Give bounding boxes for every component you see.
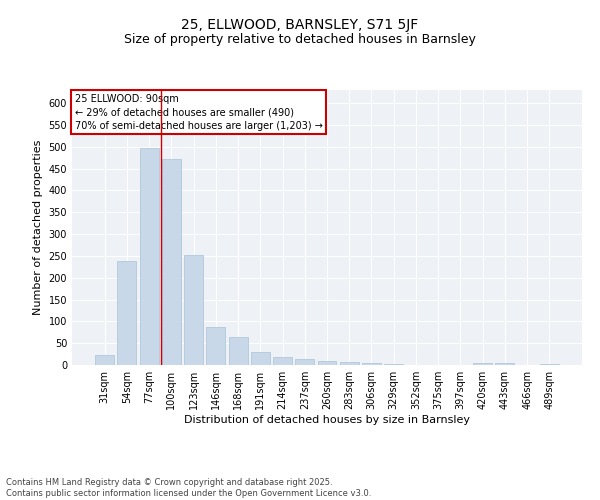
Bar <box>95 356 114 365</box>
Bar <box>362 363 381 365</box>
Bar <box>384 364 403 365</box>
Bar <box>229 336 248 365</box>
Text: 25, ELLWOOD, BARNSLEY, S71 5JF: 25, ELLWOOD, BARNSLEY, S71 5JF <box>181 18 419 32</box>
Bar <box>473 363 492 365</box>
Bar <box>162 159 181 365</box>
Bar <box>206 326 225 365</box>
X-axis label: Distribution of detached houses by size in Barnsley: Distribution of detached houses by size … <box>184 415 470 425</box>
Bar <box>496 364 514 365</box>
Bar <box>540 364 559 365</box>
Bar <box>140 148 158 365</box>
Text: 25 ELLWOOD: 90sqm
← 29% of detached houses are smaller (490)
70% of semi-detache: 25 ELLWOOD: 90sqm ← 29% of detached hous… <box>74 94 322 130</box>
Bar <box>118 261 136 365</box>
Text: Size of property relative to detached houses in Barnsley: Size of property relative to detached ho… <box>124 32 476 46</box>
Bar <box>295 360 314 365</box>
Bar <box>340 362 359 365</box>
Bar <box>184 255 203 365</box>
Bar <box>273 357 292 365</box>
Bar <box>317 360 337 365</box>
Bar <box>251 352 270 365</box>
Text: Contains HM Land Registry data © Crown copyright and database right 2025.
Contai: Contains HM Land Registry data © Crown c… <box>6 478 371 498</box>
Y-axis label: Number of detached properties: Number of detached properties <box>33 140 43 315</box>
